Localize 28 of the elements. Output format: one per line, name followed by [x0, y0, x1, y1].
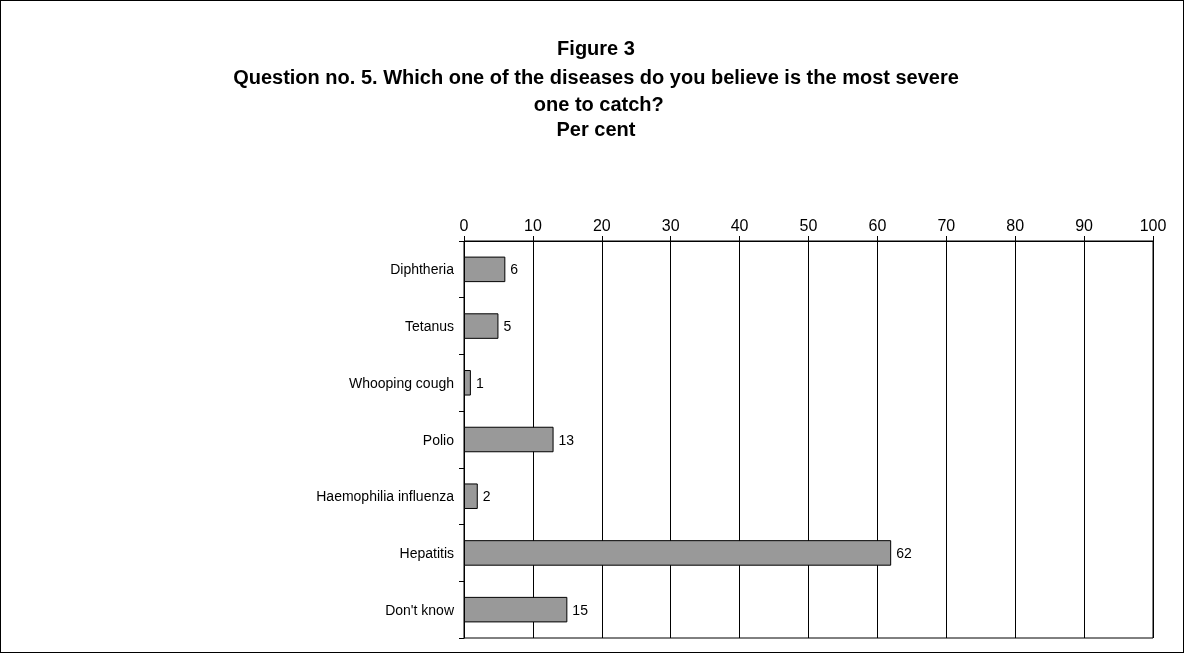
x-tick-label: 100 — [1139, 216, 1167, 234]
y-tick-label: Haemophilia influenza — [316, 488, 455, 505]
x-tick-label: 30 — [661, 216, 680, 234]
data-label: 6 — [510, 261, 519, 278]
y-tick-label: Diphtheria — [390, 261, 455, 278]
data-label: 1 — [475, 374, 484, 391]
data-label: 62 — [896, 544, 912, 561]
x-tick-label: 60 — [868, 216, 887, 234]
data-label: 15 — [572, 601, 589, 618]
x-tick-label: 40 — [730, 216, 749, 234]
x-tick-label: 10 — [524, 216, 542, 234]
chart-subtitle: Question no. 5. Which one of the diseases do you believe is the most severe one to catch? — [233, 65, 959, 115]
x-axis-title: Per cent — [556, 118, 636, 140]
x-tick-label: 0 — [459, 216, 469, 234]
x-tick-label: 20 — [592, 216, 611, 234]
data-label: 2 — [482, 488, 491, 505]
x-tick-label: 80 — [1006, 216, 1025, 234]
x-tick-label: 70 — [937, 216, 956, 234]
x-tick-label: 90 — [1075, 216, 1094, 234]
y-tick-label: Tetanus — [404, 318, 454, 335]
y-tick-label: Hepatitis — [399, 544, 454, 561]
x-tick-label: 50 — [799, 216, 818, 234]
data-label: 5 — [503, 318, 512, 335]
chart-title: Figure 3 — [557, 37, 635, 59]
y-tick-label: Don't know — [385, 601, 455, 618]
data-label: 13 — [558, 431, 575, 448]
y-tick-label: Polio — [422, 431, 455, 448]
y-tick-label: Whooping cough — [348, 374, 454, 391]
